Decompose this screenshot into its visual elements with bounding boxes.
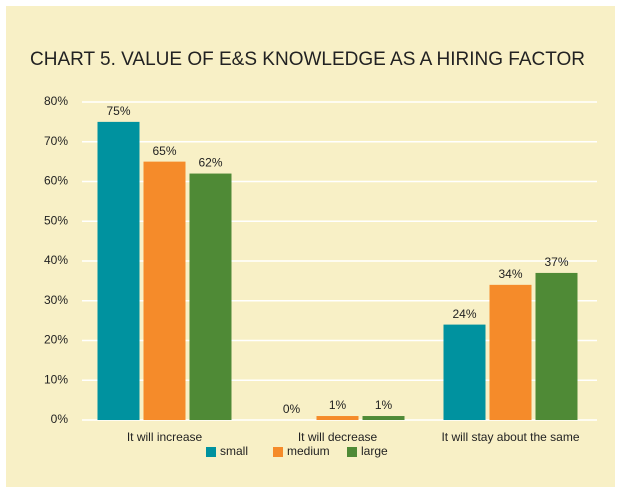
bar: [489, 284, 532, 420]
legend-swatch: [347, 447, 357, 457]
value-label: 37%: [544, 255, 568, 269]
legend-swatch: [206, 447, 216, 457]
bar: [97, 121, 140, 420]
chart-title: CHART 5. VALUE OF E&S KNOWLEDGE AS A HIR…: [30, 49, 585, 70]
bar: [143, 161, 186, 420]
x-tick-label: It will increase: [127, 430, 203, 444]
bar: [535, 272, 578, 420]
bar: [189, 173, 232, 420]
value-label: 24%: [452, 307, 476, 321]
y-tick-label: 80%: [44, 94, 68, 108]
x-tick-label: It will decrease: [298, 430, 378, 444]
value-label: 62%: [198, 156, 222, 170]
x-tick-label: It will stay about the same: [441, 430, 579, 444]
y-tick-label: 40%: [44, 253, 68, 267]
y-tick-label: 50%: [44, 213, 68, 227]
y-tick-label: 60%: [44, 174, 68, 188]
legend-label: small: [220, 444, 248, 458]
value-label: 1%: [329, 398, 347, 412]
y-tick-label: 20%: [44, 333, 68, 347]
value-label: 65%: [152, 144, 176, 158]
value-label: 34%: [498, 267, 522, 281]
y-tick-label: 70%: [44, 134, 68, 148]
bar: [316, 416, 359, 420]
y-tick-label: 30%: [44, 293, 68, 307]
legend-label: medium: [287, 444, 330, 458]
y-tick-label: 10%: [44, 372, 68, 386]
y-tick-label: 0%: [51, 412, 69, 426]
value-label: 0%: [283, 402, 301, 416]
value-label: 1%: [375, 398, 393, 412]
bar: [443, 324, 486, 420]
bar: [362, 416, 405, 420]
legend-label: large: [361, 444, 388, 458]
value-label: 75%: [106, 104, 130, 118]
legend-swatch: [273, 447, 283, 457]
